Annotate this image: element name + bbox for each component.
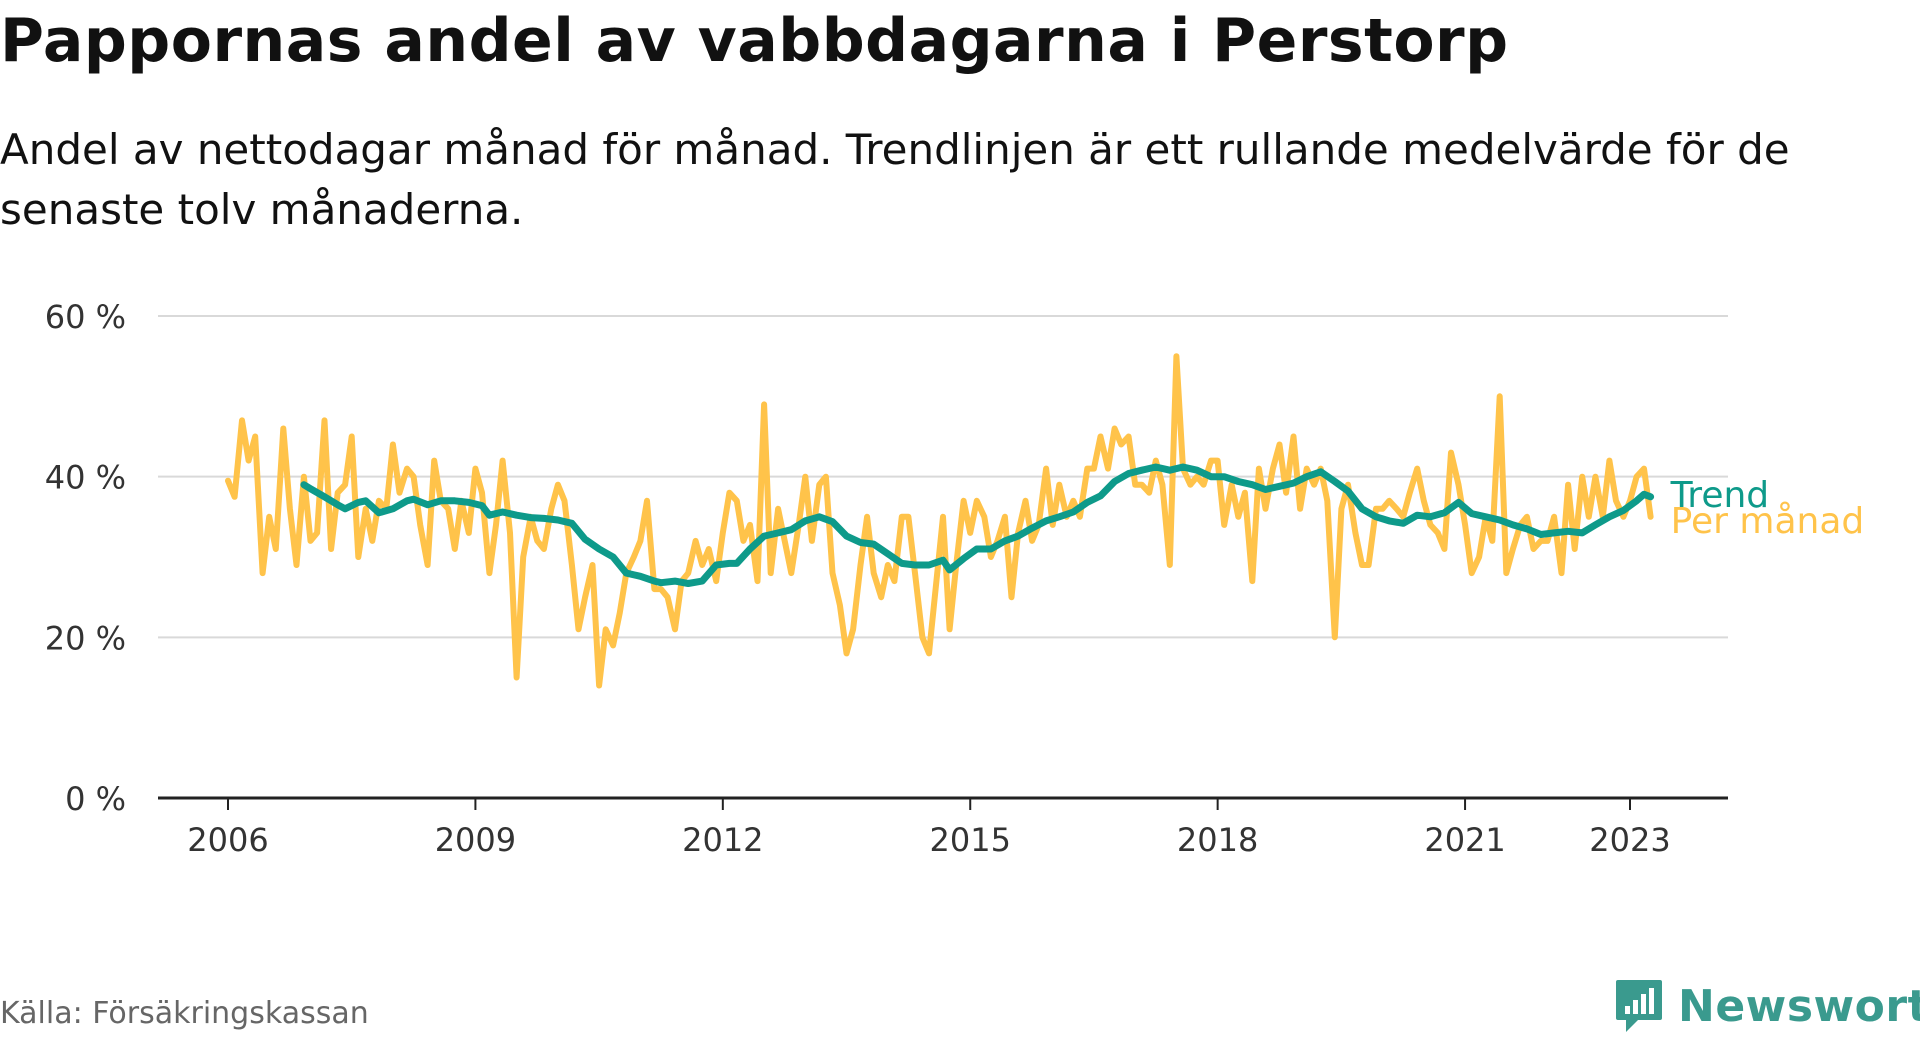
chart-subtitle: Andel av nettodagar månad för månad. Tre… <box>0 125 1790 234</box>
x-tick-label: 2015 <box>930 821 1011 859</box>
x-tick-label: 2012 <box>682 821 763 859</box>
x-tick-label: 2023 <box>1589 821 1670 859</box>
x-tick-label: 2018 <box>1177 821 1258 859</box>
series-line-trend <box>300 463 1655 587</box>
y-tick-label: 60 % <box>45 298 126 336</box>
y-tick-label: 20 % <box>45 619 126 657</box>
y-tick-label: 0 % <box>65 780 126 818</box>
x-axis: 2006 2009 2012 2015 2018 2021 2023 <box>158 796 1728 859</box>
x-tick-label: 2009 <box>435 821 516 859</box>
x-tick-label: 2021 <box>1424 821 1505 859</box>
y-tick-label: 40 % <box>45 459 126 497</box>
series-label-per-manad: Per månad <box>1671 501 1865 542</box>
brand-name: Newsworthy <box>1678 980 1920 1032</box>
series-label-trend: Trend <box>1670 475 1770 516</box>
source-note: Källa: Försäkringskassan <box>0 996 369 1031</box>
y-axis-tick-labels: 0 % 20 % 40 % 60 % <box>45 298 126 818</box>
series-line-per-manad <box>225 353 1654 689</box>
newsworthy-logo-icon <box>1616 980 1662 1032</box>
chart-title: Pappornas andel av vabbdagarna i Perstor… <box>0 6 1509 76</box>
brand-logo: Newsworthy <box>1614 978 1920 1034</box>
gridlines <box>158 315 1728 639</box>
series-lines <box>225 353 1655 689</box>
line-chart: 0 % 20 % 40 % 60 % 2006 2009 2012 2015 2018 2021… <box>45 298 1865 859</box>
x-tick-label: 2006 <box>187 821 268 859</box>
